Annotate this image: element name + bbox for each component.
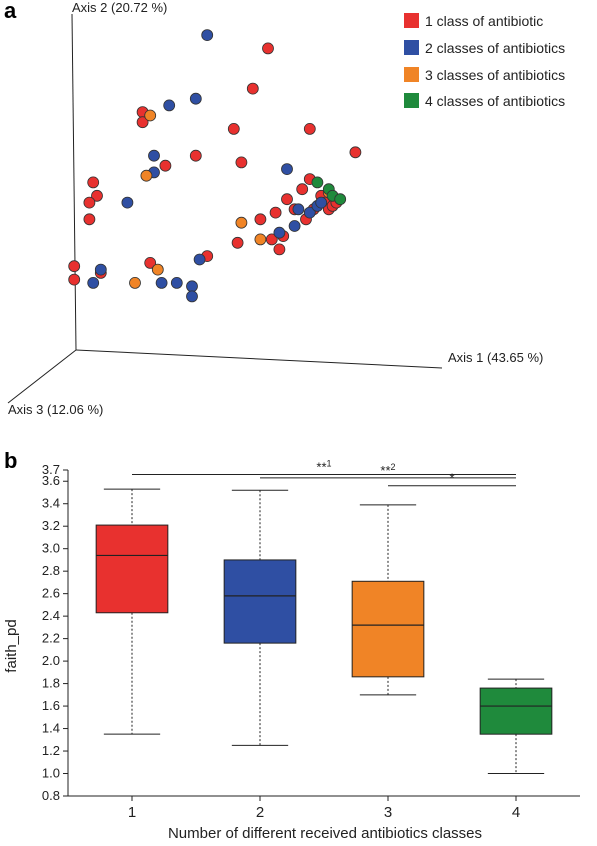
y-tick-label-12: 3.0 (42, 541, 60, 556)
y-tick-label-2: 1.0 (42, 766, 60, 781)
x-tick-label-1: 1 (128, 804, 136, 821)
legend-swatch-1 (404, 13, 419, 28)
y-tick-label-7: 2.0 (42, 653, 60, 668)
axis2-label: Axis 2 (20.72 %) (72, 0, 167, 15)
y-tick-label-14: 3.4 (42, 496, 60, 511)
scatter-point-s1-14 (68, 260, 81, 273)
scatter-point-s2-16 (288, 220, 301, 232)
panel-b-letter: b (4, 448, 17, 473)
y-tick-label-6: 1.8 (42, 676, 60, 691)
box-2 (223, 559, 297, 644)
y-tick-label-16: 3.7 (42, 462, 60, 477)
scatter-point-s1-22 (281, 193, 293, 206)
scatter-point-s1-18 (231, 236, 244, 249)
scatter-point-s1-36 (159, 159, 172, 172)
y-tick-label-10: 2.6 (42, 586, 60, 601)
legend-label-1: 1 class of antibiotic (425, 13, 543, 29)
axis3-line (7, 349, 77, 404)
y-tick-label-3: 1.2 (42, 743, 60, 758)
y-axis-title: faith_pd (3, 619, 20, 672)
legend-swatch-2 (404, 40, 419, 55)
scatter-point-s1-35 (144, 256, 157, 269)
sig-label-2: **2 (380, 462, 395, 478)
scatter-point-s2-12 (186, 280, 198, 293)
scatter-point-s2-8 (94, 263, 107, 276)
scatter-point-s1-8 (189, 149, 202, 162)
y-tick-label-15: 3.6 (42, 473, 60, 488)
scatter-point-s2-17 (292, 203, 305, 216)
axis2-line (71, 13, 77, 351)
legend-swatch-4 (404, 93, 419, 108)
scatter-point-s2-9 (87, 276, 100, 289)
box-4 (479, 687, 553, 735)
y-tick-label-13: 3.2 (42, 518, 60, 533)
boxplot: 0.8 1.0 1.2 1.4 1.6 1.8 2.0 2.2 2.4 2.6 2.8 3.0 3.2 3… (42, 458, 580, 821)
axis1-line (75, 349, 443, 369)
legend-swatch-3 (404, 67, 419, 82)
scatter-point-s1-1 (262, 42, 274, 55)
scatter-point-s3-5 (235, 216, 248, 229)
y-tick-label-1: 0.8 (42, 788, 60, 803)
scatter-point-s2-13 (186, 290, 198, 303)
y-tick-label-9: 2.4 (42, 608, 60, 623)
scatter-point-s1-4 (136, 116, 149, 129)
scatter-point-s2-4 (148, 149, 160, 162)
scatter-point-s3-3 (151, 263, 164, 276)
legend-label-4: 4 classes of antibiotics (425, 93, 565, 109)
scatter-point-s1-13 (83, 196, 96, 209)
x-tick-label-4: 4 (512, 804, 520, 821)
sig-label-3: * (449, 471, 454, 486)
scatter-point-s3-6 (254, 233, 267, 246)
scatter-point-s3-4 (129, 276, 141, 289)
scatter-point-s1-32 (254, 213, 267, 226)
x-tick-label-3: 3 (384, 804, 392, 821)
scatter-point-s1-6 (349, 146, 362, 159)
axis1-label: Axis 1 (43.65 %) (448, 350, 543, 365)
box-3 (351, 580, 425, 678)
sig-superscript-1: 1 (327, 458, 332, 468)
scatter-point-s2-18 (303, 206, 316, 219)
scatter-point-s1-7 (303, 122, 316, 135)
scatter-point-s1-24 (296, 183, 309, 196)
scatter-point-s1-15 (68, 273, 81, 286)
scatter-point-s2-3 (189, 92, 202, 105)
legend-label-3: 3 classes of antibiotics (425, 67, 565, 83)
scatter-point-s1-12 (83, 213, 96, 226)
scatter-point-s3-1 (144, 109, 157, 122)
scatter-point-s2-2 (163, 99, 176, 112)
legend-label-2: 2 classes of antibiotics (425, 40, 565, 56)
scatter-point-s2-14 (193, 253, 206, 266)
x-axis-title: Number of different received antibiotics… (168, 825, 482, 842)
sig-label-1: **1 (316, 458, 331, 474)
x-tick-label-2: 2 (256, 804, 264, 821)
scatter-point-s3-2 (140, 169, 153, 182)
scatter-point-s1-33 (269, 206, 282, 219)
scatter-points (68, 29, 362, 303)
scatter-point-s2-10 (155, 276, 168, 289)
axis3-label: Axis 3 (12.06 %) (8, 402, 103, 417)
scatter-point-s1-10 (87, 176, 100, 189)
y-tick-label-8: 2.2 (42, 631, 60, 646)
y-tick-label-4: 1.4 (42, 721, 60, 736)
scatter-point-s1-5 (227, 122, 240, 135)
box-1 (95, 524, 169, 614)
scatter-point-s2-6 (281, 163, 293, 176)
y-tick-label-5: 1.6 (42, 698, 60, 713)
panel-a-letter: a (4, 0, 17, 23)
scatter-point-s1-20 (273, 243, 286, 256)
scatter-point-s1-9 (235, 156, 248, 169)
scatter-point-s4-1 (311, 176, 324, 189)
legend: 1 class of antibiotic 2 classes of antib… (404, 13, 565, 109)
y-tick-label-11: 2.8 (42, 563, 60, 578)
scatter-point-s4-4 (334, 193, 347, 206)
scatter-point-s2-11 (170, 276, 183, 289)
scatter-point-s2-20 (315, 196, 328, 209)
scatter-point-s1-2 (246, 82, 259, 95)
scatter-point-s2-7 (121, 196, 134, 209)
scatter-point-s1-11 (91, 189, 103, 202)
sig-superscript-2: 2 (391, 462, 396, 472)
scatter-point-s2-1 (201, 29, 214, 41)
scatter-point-s2-15 (273, 226, 286, 239)
